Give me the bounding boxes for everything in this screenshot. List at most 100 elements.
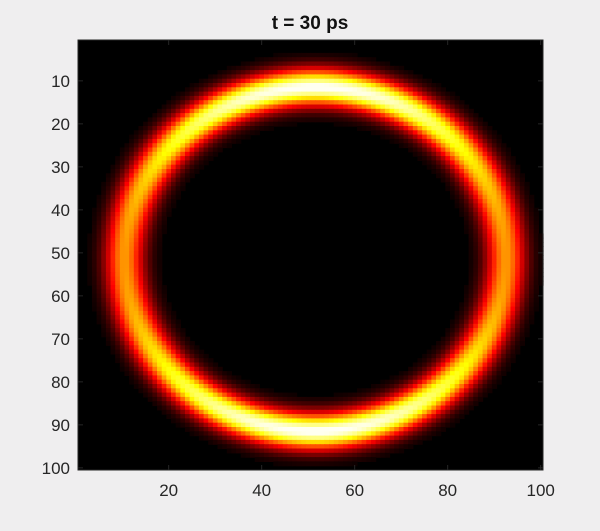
heatmap-cell	[501, 323, 507, 329]
heatmap-cell	[426, 379, 432, 385]
heatmap-cell	[231, 130, 237, 136]
heatmap-cell	[189, 431, 195, 437]
heatmap-cell	[417, 409, 423, 415]
heatmap-cell	[198, 134, 205, 140]
heatmap-cell	[305, 74, 312, 80]
heatmap-cell	[198, 418, 205, 424]
heatmap-cell	[133, 315, 140, 321]
heatmap-cell	[208, 409, 214, 415]
heatmap-cell	[119, 255, 126, 260]
heatmap-cell	[370, 422, 377, 428]
heatmap-cell	[152, 293, 158, 299]
heatmap-cell	[291, 439, 298, 445]
heatmap-cell	[101, 224, 107, 230]
heatmap-cell	[217, 121, 223, 127]
heatmap-cell	[250, 91, 256, 97]
heatmap-cell	[357, 57, 363, 63]
heatmap-cell	[468, 173, 474, 179]
heatmap-cell	[143, 237, 149, 243]
heatmap-cell	[529, 229, 535, 235]
heatmap-cell	[264, 126, 270, 131]
heatmap-cell	[436, 143, 442, 149]
heatmap-cell	[515, 310, 521, 316]
heatmap-cell	[250, 401, 256, 407]
heatmap-cell	[398, 418, 405, 424]
heatmap-cell	[166, 315, 172, 321]
heatmap-cell	[152, 203, 158, 209]
heatmap-cell	[510, 276, 516, 282]
heatmap-cell	[254, 61, 260, 67]
heatmap-cell	[370, 448, 377, 454]
heatmap-cell	[161, 169, 167, 174]
heatmap-cell	[264, 392, 270, 398]
heatmap-cell	[440, 169, 446, 174]
heatmap-cell	[496, 289, 502, 295]
heatmap-cell	[487, 237, 493, 243]
heatmap-cell	[380, 87, 386, 93]
heatmap-cell	[180, 396, 186, 402]
heatmap-cell	[454, 315, 460, 321]
heatmap-cell	[129, 263, 135, 269]
heatmap-cell	[157, 121, 163, 127]
heatmap-cell	[491, 379, 498, 385]
heatmap-cell	[487, 272, 493, 278]
heatmap-cell	[491, 203, 498, 209]
heatmap-cell	[129, 328, 135, 333]
heatmap-cell	[389, 70, 395, 75]
heatmap-cell	[468, 130, 474, 136]
heatmap-cell	[384, 87, 391, 93]
heatmap-cell	[496, 233, 502, 239]
heatmap-cell	[333, 57, 339, 63]
heatmap-cell	[305, 405, 312, 411]
heatmap-cell	[496, 310, 502, 316]
heatmap-cell	[333, 121, 339, 127]
heatmap-cell	[101, 280, 107, 286]
heatmap-cell	[226, 65, 233, 71]
heatmap-cell	[245, 435, 251, 441]
heatmap-cell	[194, 431, 200, 437]
heatmap-cell	[422, 108, 428, 114]
heatmap-cell	[463, 332, 470, 338]
heatmap-cell	[384, 95, 391, 101]
heatmap-cell	[515, 285, 521, 290]
heatmap-cell	[143, 207, 149, 213]
heatmap-cell	[361, 95, 367, 101]
heatmap-cell	[115, 328, 121, 333]
heatmap-cell	[301, 100, 307, 106]
heatmap-cell	[157, 169, 163, 174]
heatmap-cell	[357, 448, 363, 454]
heatmap-cell	[501, 267, 507, 273]
heatmap-cell	[422, 392, 428, 398]
heatmap-cell	[505, 298, 512, 303]
heatmap-cell	[277, 61, 284, 67]
heatmap-cell	[175, 319, 181, 325]
heatmap-cell	[245, 448, 251, 454]
heatmap-cell	[119, 310, 126, 316]
heatmap-cell	[408, 91, 414, 97]
heatmap-cell	[143, 224, 149, 230]
heatmap-cell	[491, 212, 498, 217]
heatmap-cell	[147, 392, 153, 398]
heatmap-cell	[417, 130, 423, 136]
heatmap-cell	[519, 263, 525, 269]
heatmap-cell	[147, 130, 153, 136]
heatmap-cell	[482, 336, 488, 342]
heatmap-cell	[119, 345, 126, 351]
heatmap-cell	[282, 439, 288, 445]
heatmap-cell	[319, 74, 326, 80]
heatmap-cell	[477, 358, 484, 364]
heatmap-cell	[338, 65, 344, 71]
heatmap-cell	[157, 405, 163, 411]
heatmap-cell	[203, 156, 209, 161]
heatmap-cell	[152, 298, 158, 303]
heatmap-cell	[147, 375, 153, 381]
heatmap-cell	[468, 143, 474, 149]
heatmap-cell	[101, 272, 107, 278]
heatmap-cell	[310, 113, 316, 118]
heatmap-cell	[273, 95, 279, 101]
heatmap-cell	[440, 388, 446, 394]
heatmap-cell	[133, 263, 140, 269]
heatmap-cell	[198, 126, 205, 131]
heatmap-cell	[133, 233, 140, 239]
heatmap-cell	[482, 229, 488, 235]
